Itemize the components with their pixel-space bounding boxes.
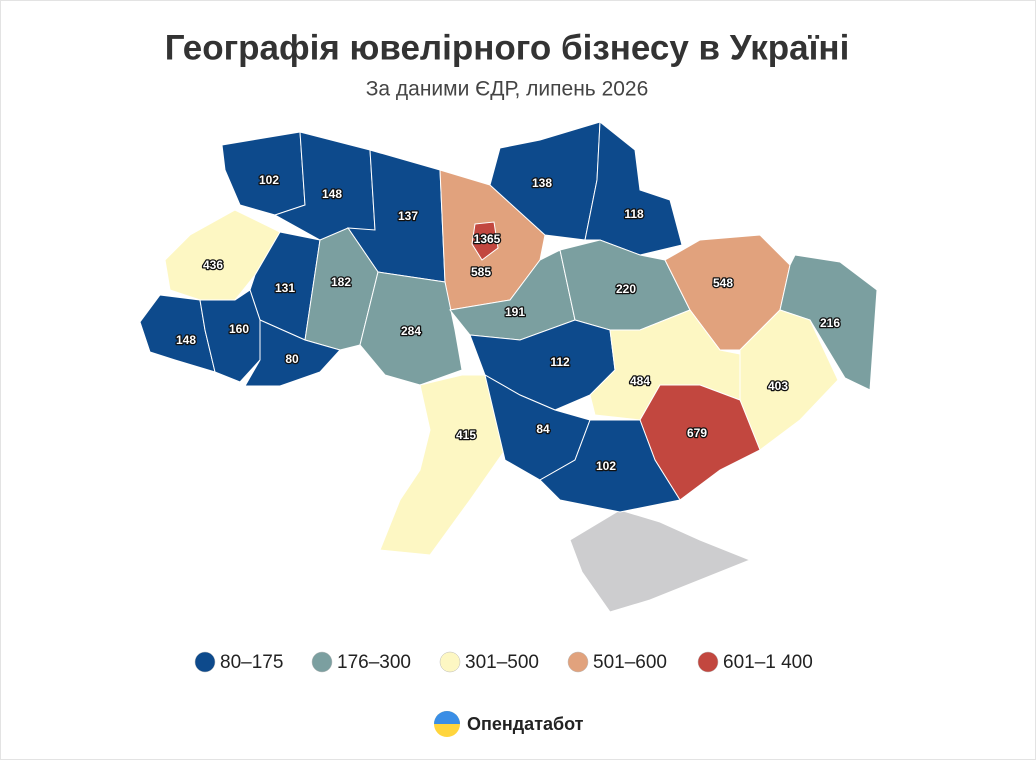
legend-label: 301–500 — [465, 652, 539, 673]
region-label: 484 — [630, 374, 650, 388]
legend-swatch — [567, 651, 589, 673]
region — [584, 121, 683, 256]
region-label: 84 — [536, 422, 550, 436]
legend: 80–175 176–300 301–500 501–600 601–1 400 — [194, 651, 813, 673]
region-label: 415 — [456, 428, 476, 442]
region — [244, 319, 341, 387]
labels: 102 148 137 585 1365 138 118 436 131 182 284 191 220… — [175, 172, 842, 475]
legend-label: 176–300 — [337, 652, 411, 673]
region-label: 131 — [275, 281, 295, 295]
legend-label: 501–600 — [593, 652, 667, 673]
region-label: 102 — [596, 459, 616, 473]
region-label: 112 — [550, 355, 570, 369]
legend-swatch — [697, 651, 719, 673]
region-label: 403 — [768, 379, 788, 393]
region-label: 80 — [285, 352, 299, 366]
region-label: 585 — [471, 265, 491, 279]
region-label: 436 — [203, 258, 223, 272]
brand-logo-top — [434, 711, 460, 724]
legend-swatch — [311, 651, 333, 673]
region-label: 137 — [398, 209, 418, 223]
region-label: 102 — [259, 173, 279, 187]
region-label: 148 — [322, 187, 342, 201]
legend-label: 80–175 — [220, 652, 283, 673]
region-label: 284 — [401, 324, 421, 338]
region — [539, 419, 681, 513]
region-label: 548 — [713, 276, 733, 290]
region-label: 191 — [505, 305, 525, 319]
region-label: 220 — [616, 282, 636, 296]
region — [359, 271, 463, 386]
brand: Опендатабот — [467, 714, 584, 734]
region-label: 138 — [532, 176, 552, 190]
region-label: 160 — [229, 322, 249, 336]
region-label: 148 — [176, 333, 196, 347]
legend-swatch — [439, 651, 461, 673]
region-label: 679 — [687, 426, 707, 440]
legend-label: 601–1 400 — [723, 652, 813, 673]
region — [379, 374, 506, 556]
crimea — [569, 509, 752, 613]
subtitle: За даними ЄДР, липень 2026 — [366, 78, 649, 101]
title: Географія ювелірного бізнесу в Україні — [165, 28, 850, 67]
regions — [139, 121, 878, 556]
region-label: 118 — [624, 207, 644, 221]
region-label: 1365 — [474, 232, 501, 246]
region — [471, 221, 499, 261]
region-label: 216 — [820, 316, 840, 330]
legend-swatch — [194, 651, 216, 673]
region-label: 182 — [331, 275, 351, 289]
